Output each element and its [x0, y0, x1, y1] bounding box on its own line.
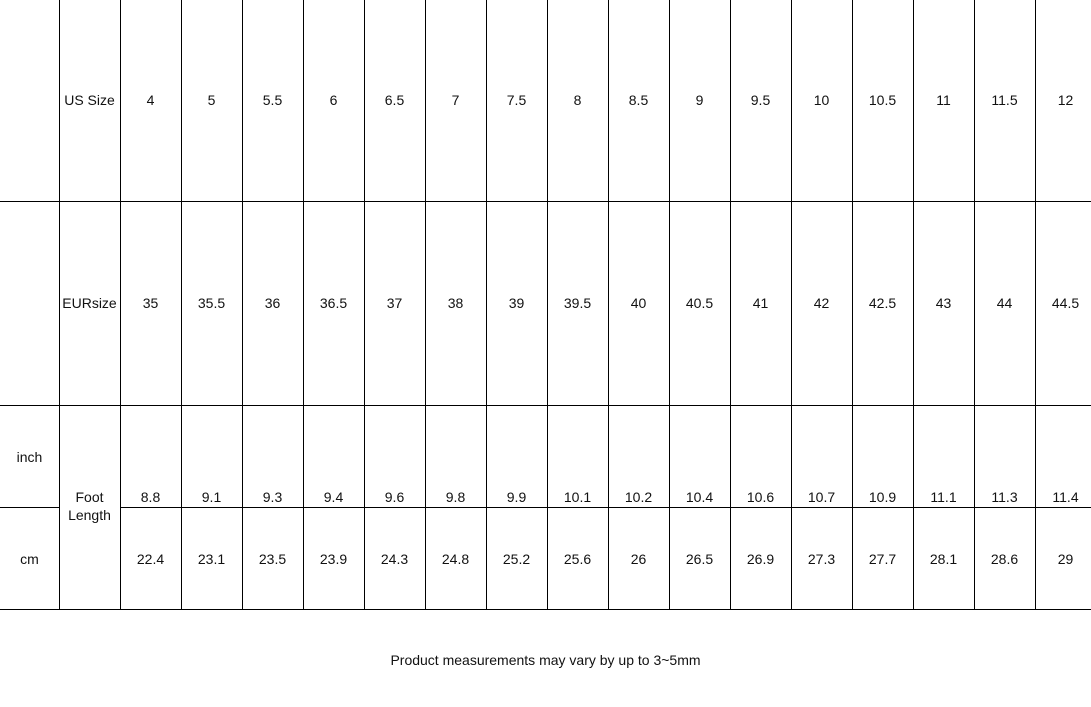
size-value: 23.5 [258, 551, 287, 567]
table-border [120, 0, 121, 610]
size-value: 6 [329, 92, 338, 108]
size-value: 44.5 [1051, 295, 1080, 311]
size-value: 8 [573, 92, 582, 108]
size-value: 11.4 [1052, 489, 1079, 505]
table-border [0, 507, 59, 508]
size-value: 40.5 [685, 295, 714, 311]
size-value: 9.9 [506, 489, 527, 505]
table-border [425, 0, 426, 610]
size-value: 44 [996, 295, 1013, 311]
size-value: 26 [630, 551, 647, 567]
size-value: 5.5 [262, 92, 283, 108]
size-value: 23.1 [197, 551, 226, 567]
size-value: 8.8 [140, 489, 161, 505]
table-border [181, 0, 182, 610]
size-value: 12 [1057, 92, 1074, 108]
size-value: 36 [264, 295, 281, 311]
unit-label: cm [20, 551, 39, 567]
size-value: 11.1 [930, 489, 957, 505]
table-border [242, 0, 243, 610]
row-label: Foot Length [68, 489, 111, 523]
table-border [913, 0, 914, 610]
size-value: 35 [142, 295, 159, 311]
size-value: 11.3 [991, 489, 1018, 505]
size-value: 39.5 [563, 295, 592, 311]
size-value: 10.2 [624, 489, 653, 505]
size-value: 6.5 [384, 92, 405, 108]
size-value: 28.6 [990, 551, 1019, 567]
size-value: 25.6 [563, 551, 592, 567]
row-label: US Size [64, 92, 115, 108]
size-value: 26.9 [746, 551, 775, 567]
size-value: 28.1 [929, 551, 958, 567]
size-value: 24.8 [441, 551, 470, 567]
size-value: 7.5 [506, 92, 527, 108]
size-value: 9.1 [201, 489, 222, 505]
table-border [669, 0, 670, 610]
row-label: EURsize [62, 295, 117, 311]
table-border [974, 0, 975, 610]
size-value: 9.6 [384, 489, 405, 505]
size-value: 9.8 [445, 489, 466, 505]
table-border [0, 201, 1091, 202]
size-value: 7 [451, 92, 460, 108]
size-value: 10.6 [746, 489, 775, 505]
size-value: 22.4 [136, 551, 165, 567]
size-value: 9.3 [262, 489, 283, 505]
table-border [364, 0, 365, 610]
table-border [1035, 0, 1036, 610]
table-border [59, 0, 60, 610]
size-value: 42.5 [868, 295, 897, 311]
size-value: 10.5 [868, 92, 897, 108]
size-value: 38 [447, 295, 464, 311]
size-value: 24.3 [380, 551, 409, 567]
table-border [303, 0, 304, 610]
table-border [852, 0, 853, 610]
table-border [791, 0, 792, 610]
size-value: 26.5 [685, 551, 714, 567]
size-value: 35.5 [197, 295, 226, 311]
size-value: 11 [936, 92, 951, 108]
size-value: 29 [1057, 551, 1074, 567]
size-value: 25.2 [502, 551, 531, 567]
size-value: 10.4 [685, 489, 714, 505]
size-value: 9.4 [323, 489, 344, 505]
table-border [608, 0, 609, 610]
size-value: 41 [752, 295, 769, 311]
unit-label: inch [16, 449, 43, 465]
table-border [0, 405, 1091, 406]
size-value: 10 [813, 92, 830, 108]
size-value: 10.7 [807, 489, 836, 505]
size-value: 27.7 [868, 551, 897, 567]
size-value: 10.9 [868, 489, 897, 505]
table-border [730, 0, 731, 610]
table-border [547, 0, 548, 610]
size-value: 10.1 [563, 489, 592, 505]
table-border [486, 0, 487, 610]
size-value: 23.9 [319, 551, 348, 567]
size-value: 42 [813, 295, 830, 311]
size-value: 39 [508, 295, 525, 311]
size-value: 40 [630, 295, 647, 311]
table-border [120, 507, 1091, 508]
size-value: 8.5 [628, 92, 649, 108]
size-value: 9.5 [750, 92, 771, 108]
table-border [0, 609, 1091, 610]
size-value: 9 [695, 92, 704, 108]
size-value: 4 [146, 92, 155, 108]
size-value: 37 [386, 295, 403, 311]
size-value: 27.3 [807, 551, 836, 567]
size-value: 5 [207, 92, 216, 108]
note: Product measurements may vary by up to 3… [390, 652, 701, 668]
size-value: 43 [935, 295, 952, 311]
size-value: 11.5 [991, 92, 1018, 108]
size-value: 36.5 [319, 295, 348, 311]
